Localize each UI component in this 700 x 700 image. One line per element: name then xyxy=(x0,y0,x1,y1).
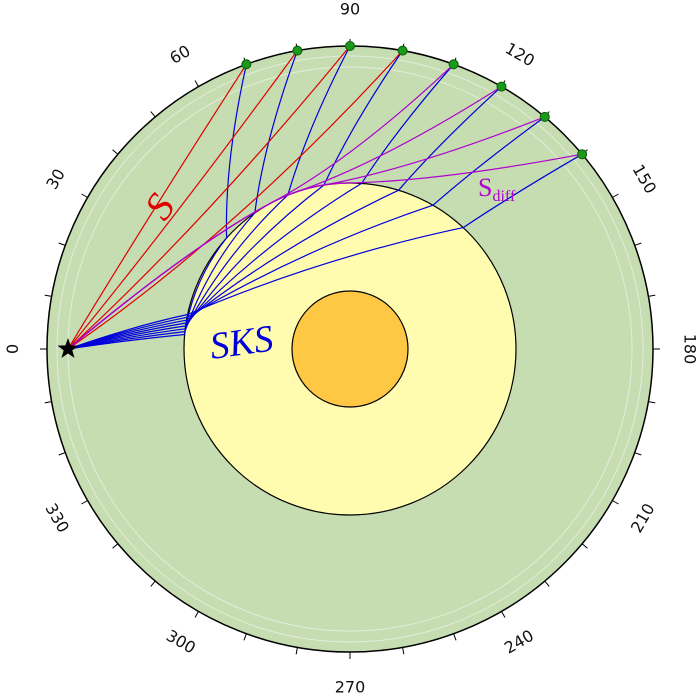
sks-ray xyxy=(67,63,455,350)
station xyxy=(539,111,550,122)
tick xyxy=(150,580,156,587)
tick xyxy=(612,193,619,198)
tick xyxy=(81,193,88,198)
tick xyxy=(44,401,52,404)
source xyxy=(57,338,79,358)
station xyxy=(448,59,459,70)
ray-paths xyxy=(67,45,583,350)
station xyxy=(397,45,408,56)
angle-label: 180 xyxy=(681,334,700,365)
tick xyxy=(612,500,619,505)
angle-label: 330 xyxy=(41,500,73,536)
tick xyxy=(243,633,247,641)
sks-ray xyxy=(67,116,546,350)
sdiff-ray xyxy=(67,153,583,350)
station xyxy=(292,45,303,56)
inner-core xyxy=(291,290,409,408)
station xyxy=(241,59,252,70)
sks-label: SKS xyxy=(207,318,276,368)
station xyxy=(496,81,507,92)
angle-label: 300 xyxy=(163,626,199,658)
station xyxy=(577,149,588,160)
tick xyxy=(295,647,298,655)
sks-ray xyxy=(67,50,298,350)
s-ray xyxy=(67,50,404,350)
angle-label: 210 xyxy=(627,500,659,536)
tick xyxy=(501,611,506,618)
sks-ray xyxy=(67,45,351,350)
tick xyxy=(544,580,550,587)
tick xyxy=(194,611,199,618)
tick xyxy=(402,647,405,655)
sks-ray xyxy=(67,86,502,350)
s-ray xyxy=(67,63,247,350)
stations xyxy=(57,41,588,358)
tick xyxy=(81,500,88,505)
angle-label: 270 xyxy=(335,678,366,697)
angle-label: 90 xyxy=(340,0,360,19)
sdiff-sub: diff xyxy=(492,188,515,205)
tick xyxy=(112,149,119,155)
sks-ray xyxy=(67,64,247,350)
tick xyxy=(58,452,66,456)
tick xyxy=(150,111,156,118)
tick xyxy=(634,452,642,456)
tick xyxy=(44,294,52,297)
tick xyxy=(194,80,199,87)
sks-ray xyxy=(67,50,404,350)
station xyxy=(345,41,355,51)
angle-label: 120 xyxy=(502,39,538,71)
s-ray xyxy=(67,50,298,350)
tick xyxy=(648,401,656,404)
sdiff-main: S xyxy=(478,173,492,202)
depth-circle xyxy=(56,55,644,643)
tick xyxy=(453,633,457,641)
tick xyxy=(112,543,119,549)
angle-label: 150 xyxy=(629,161,661,197)
angle-label: 240 xyxy=(501,626,537,658)
sks-ray xyxy=(67,153,583,350)
tick xyxy=(634,242,642,246)
sdiff-label: Sdiff xyxy=(478,173,516,205)
tick xyxy=(581,543,588,549)
angle-label: 0 xyxy=(3,344,22,354)
s-ray xyxy=(67,45,351,350)
tick xyxy=(648,294,656,297)
angle-label: 30 xyxy=(42,165,69,192)
tick xyxy=(58,242,66,246)
angle-label: 60 xyxy=(166,41,193,68)
